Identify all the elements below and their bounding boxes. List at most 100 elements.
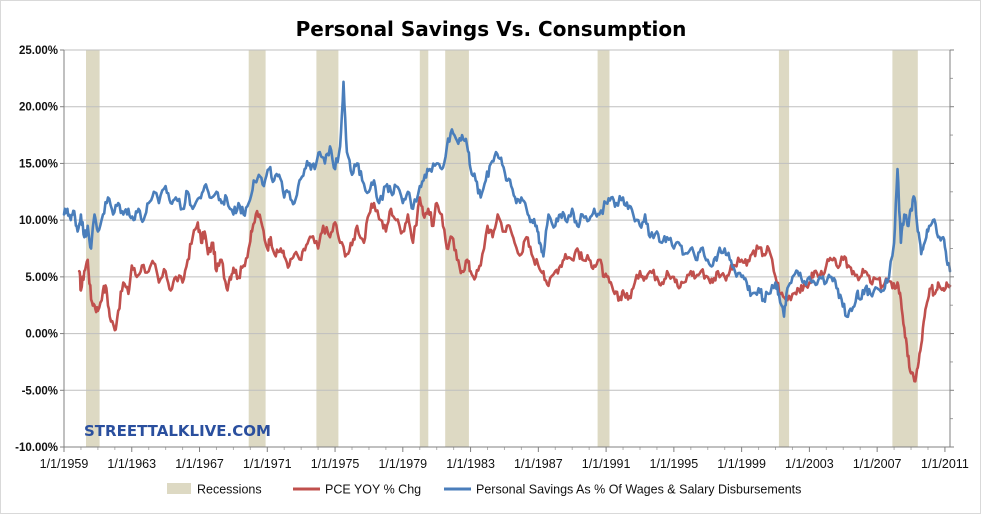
series-2-point <box>157 202 160 205</box>
series-2-point <box>203 185 206 188</box>
series-2-point <box>474 179 477 182</box>
series-1-point <box>876 278 879 281</box>
series-2-point <box>649 236 652 239</box>
series-1-point <box>220 258 223 261</box>
series-2-point <box>412 207 415 210</box>
series-1-point <box>930 287 933 290</box>
series-1-point <box>842 258 845 261</box>
series-1-point <box>683 281 686 284</box>
series-1-point <box>232 266 235 269</box>
series-2-point <box>268 168 271 171</box>
series-1-point <box>90 298 93 301</box>
series-1-point <box>390 207 393 210</box>
series-2-point <box>942 236 945 239</box>
series-2-point <box>920 253 923 256</box>
series-1-point <box>379 219 382 222</box>
series-1-point <box>422 213 425 216</box>
series-1-point <box>588 258 591 261</box>
series-2-point <box>745 281 748 284</box>
series-2-point <box>767 292 770 295</box>
series-1-point <box>196 221 199 224</box>
series-2-point <box>774 281 777 284</box>
series-2-point <box>927 230 930 233</box>
series-1-point <box>608 281 611 284</box>
series-2-point <box>740 275 743 278</box>
series-1-point <box>237 275 240 278</box>
series-1-point <box>767 247 770 250</box>
x-tick-label: 1/1/1987 <box>514 457 563 471</box>
series-2-point <box>466 145 469 148</box>
series-1-point <box>627 298 630 301</box>
series-2-point <box>191 207 194 210</box>
series-2-point <box>896 168 899 171</box>
series-1-point <box>825 264 828 267</box>
series-2-point <box>132 219 135 222</box>
series-1-point <box>432 224 435 227</box>
series-1-point <box>345 253 348 256</box>
series-2-point <box>428 168 431 171</box>
series-2-point <box>859 298 862 301</box>
series-1-point <box>520 253 523 256</box>
recession-band-2 <box>248 50 266 447</box>
series-1-point <box>117 309 120 312</box>
y-tick-label: 5.00% <box>25 272 58 284</box>
recession-band-7 <box>778 50 790 447</box>
series-1-point <box>269 236 272 239</box>
series-2-point <box>757 287 760 290</box>
series-1-point <box>830 258 833 261</box>
y-tick-label: 20.00% <box>19 102 58 114</box>
series-1-point <box>93 304 96 307</box>
series-lines <box>62 80 952 383</box>
series-1-point <box>293 253 296 256</box>
series-2-point <box>644 213 647 216</box>
series-1-point <box>79 289 82 292</box>
series-2-point <box>450 128 453 131</box>
series-1-point <box>367 213 370 216</box>
series-1-point <box>395 219 398 222</box>
series-2-point <box>186 190 189 193</box>
series-2-point <box>520 196 523 199</box>
legend-label: PCE YOY % Chg <box>325 483 421 497</box>
series-2-point <box>208 196 211 199</box>
series-1-point <box>644 275 647 278</box>
series-2-point <box>639 224 642 227</box>
series-1-point <box>740 258 743 261</box>
y-tick-label: -5.00% <box>22 385 58 397</box>
series-2-point <box>869 292 872 295</box>
series-1-point <box>801 289 804 292</box>
series-2-point <box>318 151 321 154</box>
series-1-point <box>169 289 172 292</box>
series-1-point <box>694 275 697 278</box>
series-2-point <box>500 156 503 159</box>
series-2-point <box>923 241 926 244</box>
watermark: STREETTALKLIVE.COM <box>84 422 271 440</box>
series-1-point <box>716 270 719 273</box>
series-2-point <box>79 213 82 216</box>
series-1-point <box>384 230 387 233</box>
series-2-point <box>622 196 625 199</box>
series-1-point <box>283 255 286 258</box>
series-2-point <box>786 287 789 290</box>
series-2-point <box>627 207 630 210</box>
series-2-point <box>615 202 618 205</box>
y-tick-label: 25.00% <box>19 45 58 57</box>
series-2-point <box>237 202 240 205</box>
series-2-point <box>893 241 896 244</box>
series-1-point <box>445 247 448 250</box>
series-2-point <box>733 270 736 273</box>
series-1-point <box>672 275 675 278</box>
series-1-point <box>279 247 282 250</box>
series-1-point <box>102 289 105 292</box>
series-2-point <box>539 241 542 244</box>
series-1-point <box>750 253 753 256</box>
series-2-point <box>342 80 345 83</box>
series-2-point <box>323 162 326 165</box>
series-1-point <box>593 264 596 267</box>
series-2-point <box>937 236 940 239</box>
series-1-point <box>229 275 232 278</box>
series-1-point <box>186 258 189 261</box>
x-tick-label: 1/1/2011 <box>921 457 969 471</box>
series-2-point <box>435 162 438 165</box>
series-2-point <box>510 185 513 188</box>
series-2-point <box>593 207 596 210</box>
